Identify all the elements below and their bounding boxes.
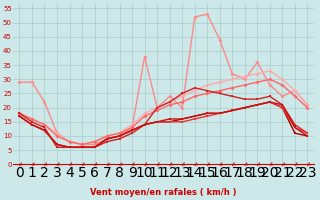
X-axis label: Vent moyen/en rafales ( km/h ): Vent moyen/en rafales ( km/h ) xyxy=(90,188,237,197)
